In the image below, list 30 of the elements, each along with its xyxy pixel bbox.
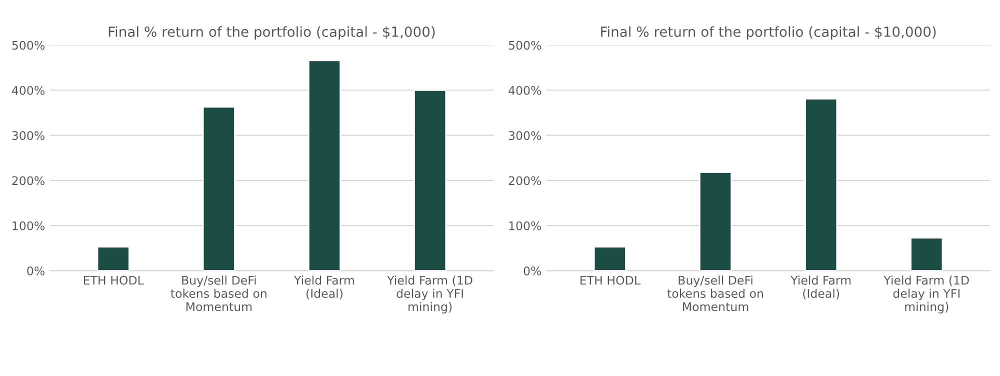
x-tick-label: Yield Farm (1D delay in YFI mining) bbox=[387, 276, 472, 314]
bar bbox=[96, 246, 130, 271]
chart-title: Final % return of the portfolio (capital - $10,000) bbox=[601, 26, 936, 40]
y-tick-label: 400% bbox=[12, 86, 44, 95]
y-tick-label: 400% bbox=[508, 86, 542, 95]
y-tick-label: 500% bbox=[508, 40, 542, 50]
y-tick-label: 300% bbox=[508, 131, 542, 140]
bar bbox=[414, 90, 447, 271]
x-tick-label: Yield Farm (Ideal) bbox=[294, 276, 354, 300]
y-tick-label: 200% bbox=[508, 176, 542, 186]
y-tick-label: 0% bbox=[524, 266, 542, 276]
x-tick-label: Yield Farm (Ideal) bbox=[790, 276, 851, 300]
bar bbox=[698, 172, 732, 271]
x-tick-label: Buy/sell DeFi tokens based on Momentum bbox=[170, 276, 266, 312]
x-tick-label: Yield Farm (1D delay in YFI mining) bbox=[884, 276, 969, 314]
bar bbox=[593, 246, 626, 271]
bar bbox=[202, 106, 236, 271]
y-tick-label: 100% bbox=[12, 221, 44, 230]
bar bbox=[910, 237, 944, 271]
y-tick-label: 200% bbox=[12, 176, 44, 186]
bar bbox=[804, 98, 838, 271]
bar bbox=[308, 60, 342, 271]
y-tick-label: 100% bbox=[509, 221, 542, 230]
x-tick-label: Buy/sell DeFi tokens based on Momentum bbox=[667, 276, 764, 312]
y-tick-label: 0% bbox=[27, 266, 44, 276]
y-tick-label: 300% bbox=[12, 131, 44, 140]
x-tick-label: ETH HODL bbox=[84, 276, 144, 285]
y-tick-label: 500% bbox=[12, 40, 44, 50]
chart-title: Final % return of the portfolio (capital - $1,000) bbox=[108, 26, 435, 40]
x-tick-label: ETH HODL bbox=[580, 276, 640, 285]
